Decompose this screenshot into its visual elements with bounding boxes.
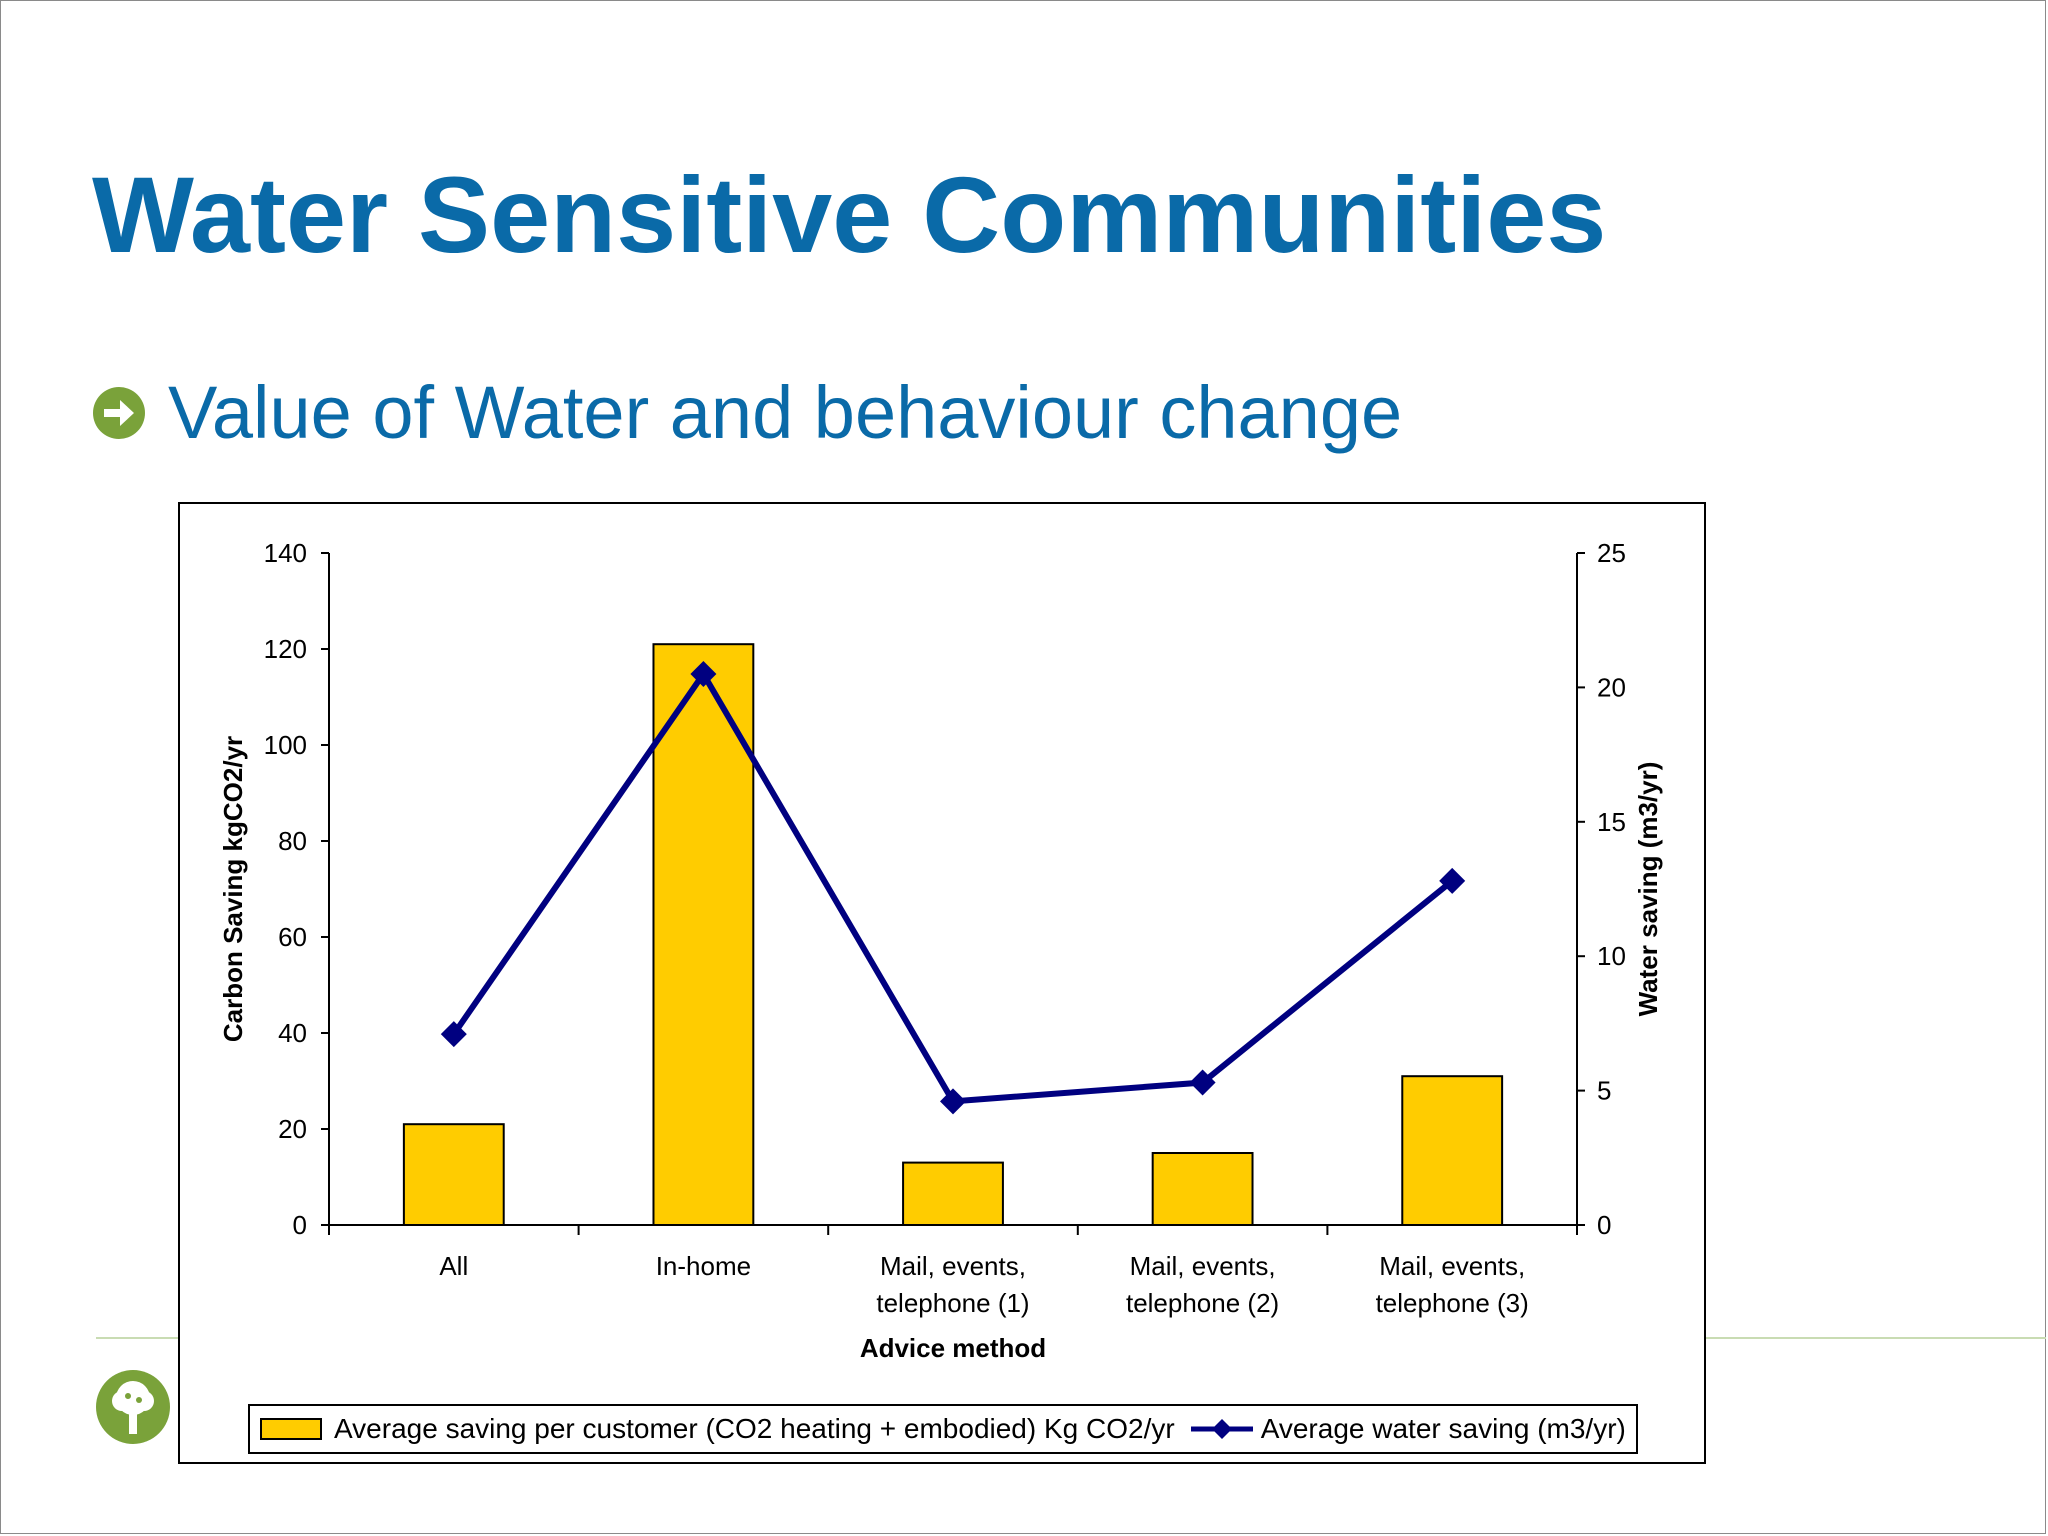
y-tick-label-left: 80 [278,826,307,856]
bar [1401,1075,1504,1227]
chart-legend: Average saving per customer (CO2 heating… [248,1404,1638,1454]
bar [1151,1152,1254,1226]
x-tick-label: Mail, events, telephone (1) [876,1251,1029,1318]
y-tick-label-right: 0 [1597,1210,1611,1240]
y-tick-label-left: 60 [278,922,307,952]
y-tick-label-left: 20 [278,1114,307,1144]
line-point [1439,867,1466,894]
x-axis-title: Advice method [860,1333,1046,1363]
x-tick-label: In-home [656,1251,751,1281]
slide-title: Water Sensitive Communities [92,154,1607,275]
y-tick-label-left: 100 [264,730,307,760]
chart-container: 0 20 40 60 80 100 120 140 0 5 10 15 20 25 All In-home Ma… [178,502,1706,1464]
line-point [440,1021,467,1048]
y-tick-label-left: 40 [278,1018,307,1048]
y-tick-label-right: 15 [1597,807,1626,837]
line-point [940,1088,966,1115]
y-tick-label-right: 10 [1597,941,1626,971]
bullet-text: Value of Water and behaviour change [168,371,1403,454]
chart-plot: 0 20 40 60 80 100 120 140 0 5 10 15 20 25 All In-home Ma… [218,538,1663,1363]
y-tick-label-right: 25 [1597,538,1626,568]
bar [652,643,755,1226]
y-axis-title-left: Carbon Saving kgCO2/yr [218,736,248,1042]
y-tick-label-left: 120 [264,634,307,664]
legend-line-label: Average water saving (m3/yr) [1260,1413,1626,1444]
y-axis-title-right: Water saving (m3/yr) [1633,762,1663,1017]
y-tick-label-right: 5 [1597,1076,1611,1106]
line-series [451,668,1455,1105]
line-point [690,660,717,687]
bullet-item: Value of Water and behaviour change [92,372,1402,453]
legend-bar-label: Average saving per customer (CO2 heating… [334,1413,1175,1444]
bar [402,1123,505,1227]
bar [902,1161,1004,1226]
x-tick-label: Mail, events, telephone (2) [1126,1251,1279,1318]
x-tick-label: Mail, events, telephone (3) [1376,1251,1529,1318]
legend-line-swatch [1190,1419,1253,1439]
legend-bar-swatch [260,1418,322,1440]
x-tick-label: All [439,1251,468,1281]
y-tick-label-left: 0 [293,1210,307,1240]
y-tick-label-left: 140 [264,538,307,568]
y-tick-label-right: 20 [1597,672,1626,702]
line-point [1189,1069,1216,1096]
arrow-circle-icon [93,386,145,439]
tree-logo-icon [96,1370,170,1444]
